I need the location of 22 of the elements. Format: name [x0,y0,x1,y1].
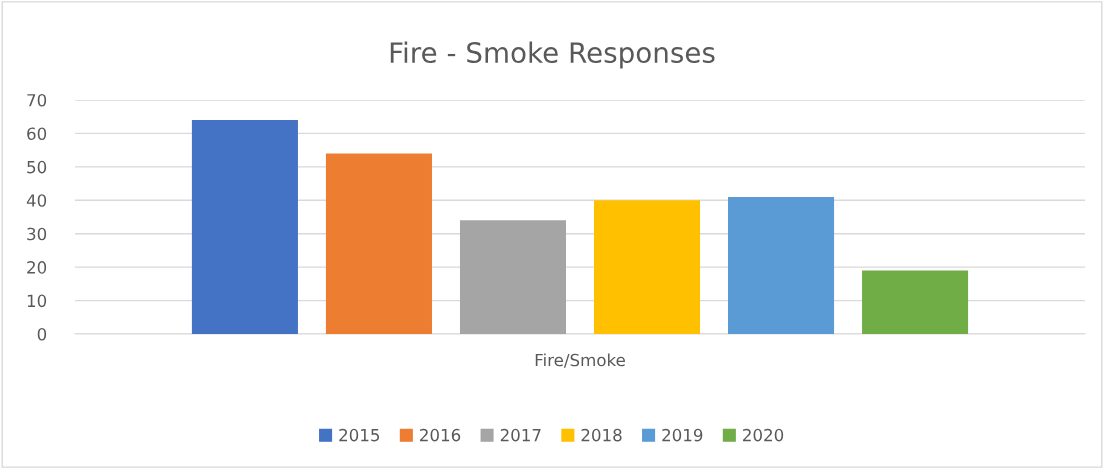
y-tick-label: 0 [37,327,47,341]
legend-label: 2019 [662,428,703,442]
bar [325,153,432,334]
chart-title: Fire - Smoke Responses [390,41,715,69]
legend-label: 2016 [420,428,461,442]
bar [459,220,567,334]
legend-label: 2018 [581,428,622,442]
y-tick-label: 70 [27,93,47,107]
bar [191,120,298,334]
bar [728,196,835,334]
y-tick-label: 20 [27,261,47,274]
bar [862,270,969,334]
y-tick-label: 30 [27,227,47,241]
bar [593,200,701,334]
y-tick-label: 40 [26,194,47,207]
x-tick-label: Fire/Smoke [535,353,625,368]
y-tick-label: 10 [27,294,47,308]
legend-label: 2020 [743,428,784,442]
y-tick-label: 50 [27,160,47,174]
y-tick-label: 60 [27,127,47,140]
legend-label: 2015 [339,428,380,442]
legend-label: 2017 [500,428,541,442]
